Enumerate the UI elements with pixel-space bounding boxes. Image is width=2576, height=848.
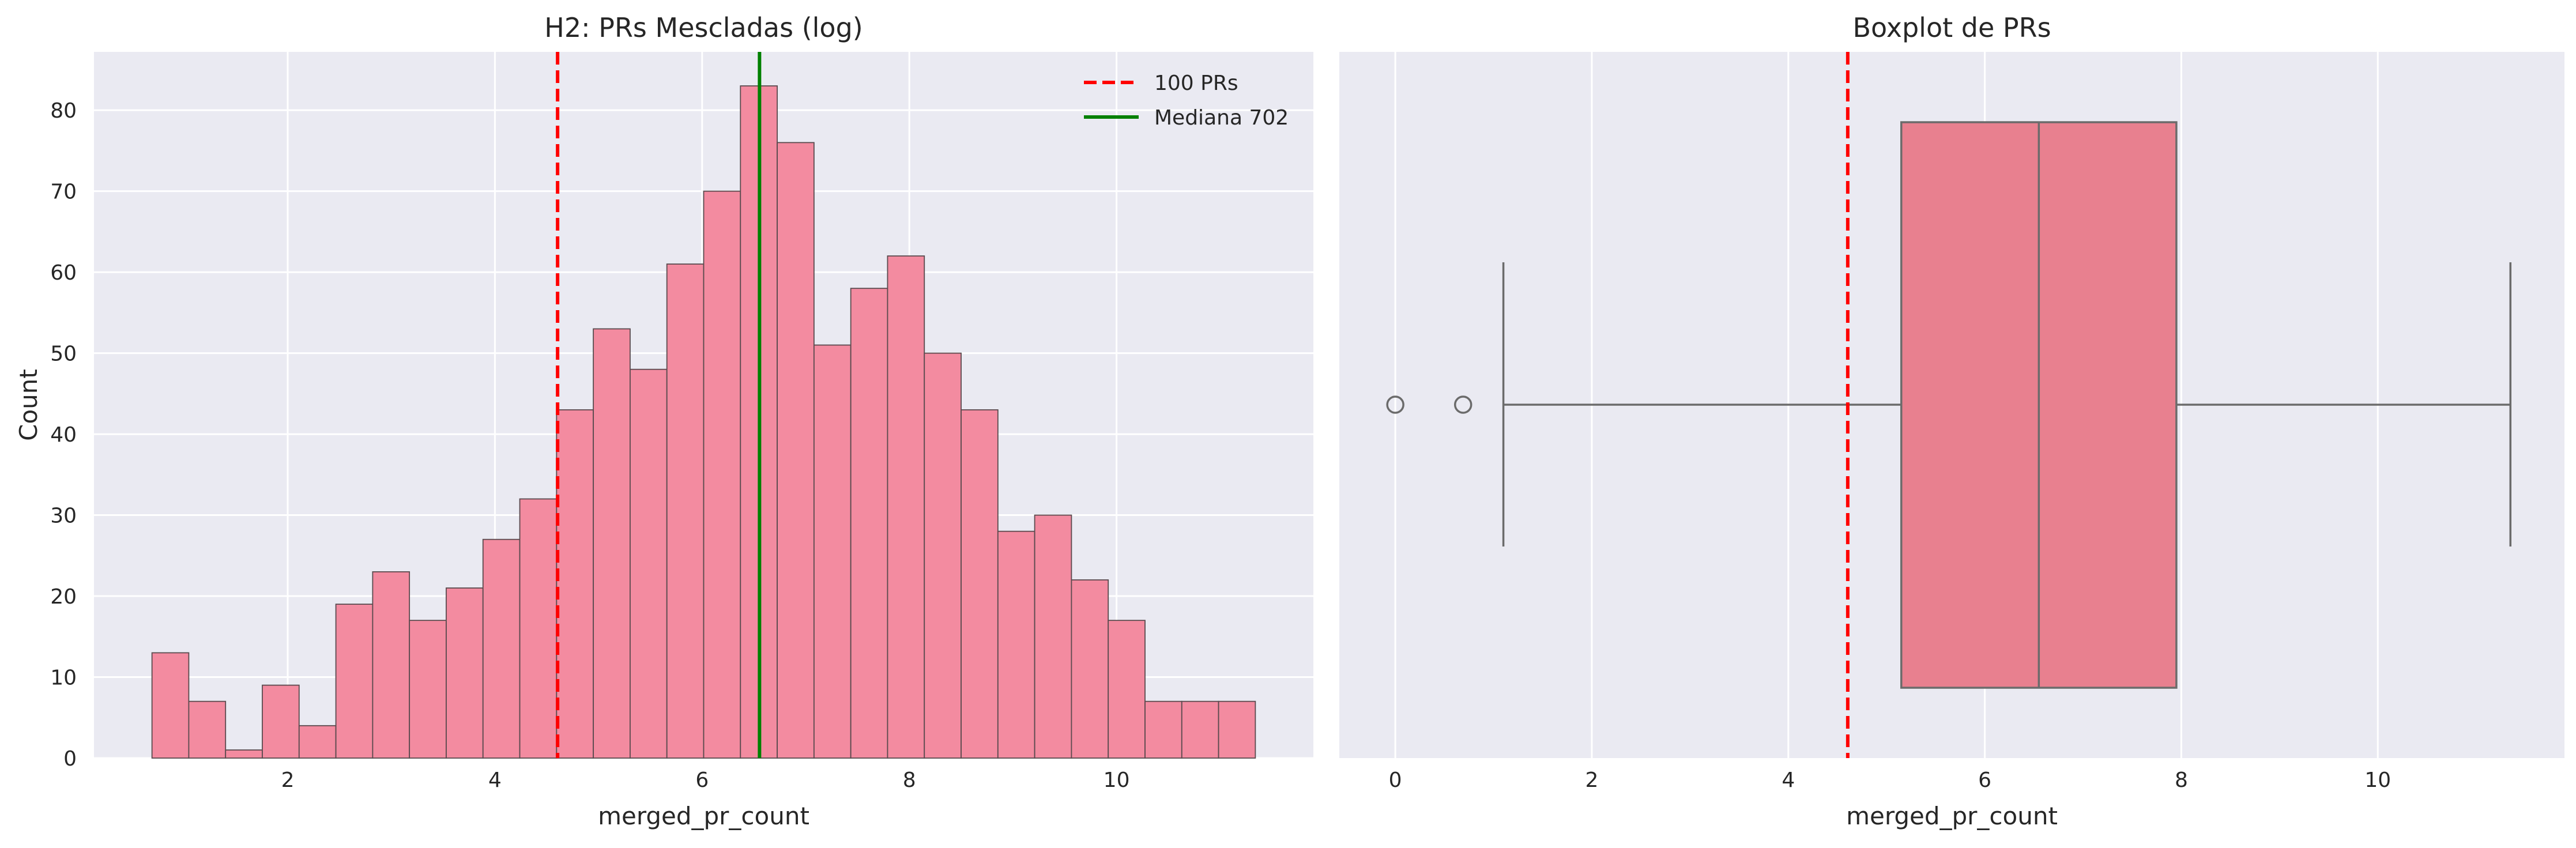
histogram-bar — [409, 620, 447, 759]
histogram-bar — [1144, 700, 1182, 759]
histogram-x-tick-label: 8 — [903, 768, 916, 792]
histogram-bar — [1071, 579, 1109, 759]
boxplot-box-group — [1386, 121, 2512, 689]
histogram-x-axis-label: merged_pr_count — [598, 802, 809, 830]
histogram-x-tick-label: 4 — [488, 768, 502, 792]
boxplot-x-tick-label: 6 — [1978, 768, 1991, 792]
boxplot-x-tick-label: 8 — [2175, 768, 2188, 792]
histogram-y-tick-label: 20 — [50, 585, 77, 609]
histogram-chart: 2 4 6 8 10 0 10 20 30 40 50 60 70 80 H2: PRs Mesclad… — [14, 12, 1313, 830]
histogram-bar — [887, 255, 925, 759]
histogram-bar — [262, 684, 300, 759]
boxplot-chart: 0 2 4 6 8 10 Boxplot de PRs merged_pr_count — [1339, 12, 2564, 830]
histogram-y-tick-label: 30 — [50, 504, 77, 528]
histogram-x-tick-label: 10 — [1104, 768, 1130, 792]
histogram-bar — [703, 190, 741, 759]
histogram-x-tick-label: 2 — [281, 768, 295, 792]
boxplot-x-ticks: 0 2 4 6 8 10 — [1389, 768, 2391, 792]
histogram-bar — [593, 328, 631, 759]
boxplot-outlier — [1386, 395, 1404, 414]
histogram-y-tick-label: 40 — [50, 423, 77, 447]
boxplot-x-tick-label: 2 — [1585, 768, 1598, 792]
histogram-x-tick-label: 6 — [695, 768, 709, 792]
histogram-x-ticks: 2 4 6 8 10 — [281, 768, 1130, 792]
histogram-bar — [519, 498, 558, 759]
boxplot-x-tick-label: 4 — [1782, 768, 1795, 792]
legend-label-mediana: Mediana 702 — [1154, 106, 1289, 130]
histogram-legend: 100 PRs Mediana 702 — [1084, 71, 1289, 130]
histogram-y-ticks: 0 10 20 30 40 50 60 70 80 — [50, 99, 77, 771]
histogram-bar — [1108, 620, 1146, 759]
histogram-bar — [556, 409, 594, 759]
histogram-bar — [446, 587, 484, 759]
boxplot-outlier — [1453, 395, 1472, 414]
histogram-reference-lines — [556, 52, 762, 758]
boxplot-x-tick-label: 10 — [2364, 768, 2391, 792]
histogram-bar — [1034, 514, 1072, 759]
histogram-y-tick-label: 70 — [50, 180, 77, 204]
histogram-bar — [298, 725, 337, 759]
histogram-y-tick-label: 80 — [50, 99, 77, 123]
histogram-bar — [850, 288, 888, 759]
histogram-bar — [961, 409, 999, 759]
histogram-bar — [188, 700, 227, 759]
histogram-bar — [630, 368, 668, 759]
histogram-y-tick-label: 0 — [63, 747, 77, 771]
histogram-bar — [372, 571, 410, 759]
histogram-y-tick-label: 50 — [50, 342, 77, 366]
histogram-bar — [1181, 700, 1219, 759]
histogram-y-tick-label: 10 — [50, 666, 77, 690]
histogram-bar — [225, 749, 263, 759]
legend-label-100-prs: 100 PRs — [1154, 71, 1238, 95]
histogram-y-tick-label: 60 — [50, 261, 77, 285]
histogram-bar — [997, 530, 1035, 759]
legend-item-100-prs: 100 PRs — [1084, 71, 1238, 95]
histogram-bar — [335, 604, 374, 759]
histogram-y-axis-label: Count — [14, 369, 43, 441]
histogram-bar — [777, 142, 815, 759]
boxplot-title: Boxplot de PRs — [1852, 12, 2051, 43]
legend-item-mediana: Mediana 702 — [1084, 106, 1289, 130]
histogram-bars — [151, 85, 1256, 759]
histogram-bar — [1218, 700, 1256, 759]
histogram-bar — [482, 538, 521, 759]
histogram-bar — [813, 344, 852, 759]
histogram-bar — [924, 352, 962, 759]
histogram-title: H2: PRs Mescladas (log) — [544, 12, 863, 43]
boxplot-x-tick-label: 0 — [1389, 768, 1402, 792]
histogram-bar — [666, 263, 705, 759]
boxplot-x-axis-label: merged_pr_count — [1846, 802, 2058, 830]
histogram-bar — [151, 652, 190, 759]
